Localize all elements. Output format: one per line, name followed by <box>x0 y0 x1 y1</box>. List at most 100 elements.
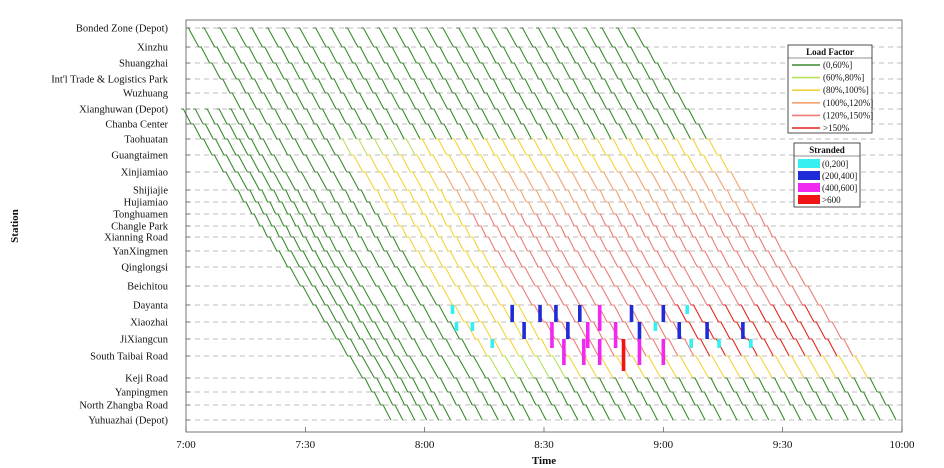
train-path-segment <box>543 250 555 268</box>
train-path-segment <box>565 377 576 393</box>
train-path-segment <box>693 189 702 203</box>
train-path-segment <box>717 201 726 215</box>
train-path-segment <box>613 189 623 203</box>
train-path-segment <box>681 266 695 287</box>
stranded-legend-entry: (0,200] <box>822 159 848 169</box>
train-path-segment <box>228 108 240 125</box>
train-path-segment <box>728 171 742 191</box>
train-path-segment <box>745 338 758 357</box>
train-path-segment <box>680 171 694 191</box>
train-path-segment <box>549 236 560 252</box>
train-path-segment <box>606 108 618 125</box>
train-path-segment <box>621 201 631 215</box>
load-factor-legend-title: Load Factor <box>806 47 854 57</box>
train-path-segment <box>384 250 396 268</box>
train-path-segment <box>416 321 429 340</box>
train-path-segment <box>566 213 575 227</box>
train-path-segment <box>235 171 249 191</box>
station-label: Yuhuazhai (Depot) <box>88 416 168 427</box>
train-path-segment <box>204 108 216 125</box>
train-path-segment <box>383 225 392 238</box>
train-path-segment <box>511 62 524 80</box>
train-path-segment <box>287 154 300 173</box>
train-path-segment <box>586 78 597 94</box>
train-path-segment <box>299 171 312 191</box>
train-path-segment <box>710 404 722 421</box>
train-path-segment <box>494 201 503 215</box>
station-label: Tonghuamen <box>113 210 168 221</box>
train-path-segment <box>596 46 608 64</box>
train-path-segment <box>782 321 795 340</box>
train-path-segment <box>724 377 735 393</box>
train-path-segment <box>507 338 520 357</box>
train-path-segment <box>677 213 687 227</box>
station-label: Bonded Zone (Depot) <box>76 24 169 35</box>
train-path-segment <box>750 321 763 340</box>
train-path-segment <box>505 123 516 140</box>
train-path-segment <box>408 27 423 48</box>
train-path-segment <box>773 285 788 306</box>
train-path-segment <box>674 138 686 156</box>
train-path-segment <box>553 171 567 191</box>
train-path-segment <box>271 154 284 173</box>
train-path-segment <box>706 138 718 156</box>
train-path-segment <box>331 78 342 94</box>
train-path-segment <box>474 171 487 191</box>
train-path-segment <box>741 355 757 379</box>
train-path-segment <box>670 250 682 268</box>
train-path-segment <box>372 304 385 323</box>
train-path-segment <box>565 236 576 252</box>
train-path-segment <box>454 236 465 252</box>
train-path-segment <box>198 46 211 64</box>
train-path-segment <box>382 201 392 215</box>
train-path-segment <box>789 355 805 379</box>
train-path-segment <box>761 338 774 357</box>
train-path-segment <box>614 285 628 306</box>
train-path-segment <box>371 355 387 379</box>
train-path-segment <box>538 78 549 94</box>
train-path-segment <box>310 46 322 64</box>
train-path-segment <box>430 225 439 238</box>
train-path-segment <box>686 250 698 268</box>
train-path-segment <box>405 46 417 64</box>
train-path-segment <box>740 236 751 252</box>
train-path-segment <box>537 171 551 191</box>
x-tick-label: 10:00 <box>889 439 915 451</box>
train-path-segment <box>462 154 475 173</box>
train-path-segment <box>591 62 603 80</box>
train-path-segment <box>404 304 417 323</box>
train-path-segment <box>440 404 452 421</box>
train-path-segment <box>245 92 258 110</box>
train-path-segment <box>391 213 400 227</box>
train-path-segment <box>283 225 292 238</box>
train-path-segment <box>268 78 279 94</box>
train-path-segment <box>692 236 703 252</box>
train-path-segment <box>416 250 428 268</box>
train-path-segment <box>538 266 552 287</box>
train-path-segment <box>756 236 767 252</box>
station-label: Int'l Trade & Logistics Park <box>51 75 169 86</box>
train-path-segment <box>279 201 289 215</box>
train-path-segment <box>633 266 647 287</box>
train-path-segment <box>362 123 373 140</box>
train-path-segment <box>430 201 440 215</box>
train-path-segment <box>717 154 730 173</box>
train-path-segment <box>295 189 304 203</box>
stranded-legend-entry: >600 <box>822 195 841 205</box>
train-path-segment <box>391 285 406 306</box>
train-path-segment <box>346 171 360 191</box>
train-path-segment <box>441 123 453 140</box>
train-path-segment <box>510 225 519 238</box>
train-path-segment <box>790 404 802 421</box>
train-path-segment <box>395 266 409 287</box>
train-path-segment <box>438 236 449 252</box>
train-path-segment <box>536 27 550 48</box>
train-path-segment <box>772 236 783 252</box>
train-path-segment <box>708 236 719 252</box>
train-path-segment <box>485 46 497 64</box>
train-path-segment <box>451 138 464 156</box>
train-path-segment <box>327 213 337 227</box>
train-path-segment <box>654 391 664 406</box>
train-path-segment <box>311 189 320 203</box>
train-path-segment <box>792 266 807 287</box>
